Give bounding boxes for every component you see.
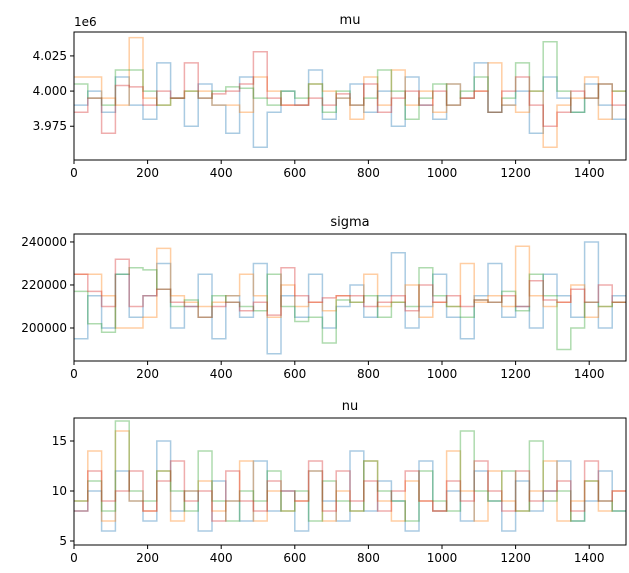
- subplot-title: mu: [340, 13, 361, 28]
- y-tick-label: 5: [59, 534, 67, 548]
- x-tick-label: 1200: [500, 551, 531, 565]
- x-tick-label: 1000: [427, 166, 458, 180]
- x-tick-label: 0: [70, 367, 78, 381]
- trace-line-chain-1: [74, 245, 626, 329]
- x-tick-label: 400: [210, 551, 233, 565]
- trace-line-chain-3: [74, 258, 626, 318]
- x-tick-label: 0: [70, 166, 78, 180]
- trace-line-chain-0: [74, 62, 626, 149]
- x-tick-label: 800: [357, 367, 380, 381]
- x-tick-label: 400: [210, 166, 233, 180]
- x-tick-label: 600: [283, 166, 306, 180]
- x-tick-label: 1200: [500, 166, 531, 180]
- subplot-title: sigma: [330, 215, 369, 230]
- x-tick-label: 600: [283, 551, 306, 565]
- subplot-nu: 0 200 400 600 800 1000 1200 1400 5 10 15 nu: [52, 399, 627, 565]
- trace-line-chain-0: [74, 440, 626, 532]
- trace-line-chain-1: [74, 430, 626, 522]
- trace-line-chain-2: [74, 420, 626, 522]
- x-tick-label: 1000: [427, 367, 458, 381]
- x-tick-label: 600: [283, 367, 306, 381]
- y-tick-label: 200000: [21, 321, 67, 335]
- x-tick-label: 200: [136, 166, 159, 180]
- x-tick-label: 1400: [574, 551, 605, 565]
- y-tick-label: 15: [52, 434, 67, 448]
- trace-line-chain-3: [74, 460, 626, 522]
- y-tick-label: 240000: [21, 235, 67, 249]
- x-tick-label: 800: [357, 551, 380, 565]
- y-tick-label: 4.000: [33, 84, 67, 98]
- x-tick-label: 1200: [500, 367, 531, 381]
- axes-frame: [73, 233, 627, 362]
- x-tick-label: 400: [210, 367, 233, 381]
- x-tick-label: 200: [136, 367, 159, 381]
- x-tick-label: 1400: [574, 367, 605, 381]
- x-tick-label: 1400: [574, 166, 605, 180]
- y-tick-label: 10: [52, 484, 67, 498]
- x-tick-label: 800: [357, 166, 380, 180]
- trace-line-chain-1: [74, 36, 626, 149]
- y-tick-label: 4.025: [33, 49, 67, 63]
- x-tick-label: 200: [136, 551, 159, 565]
- y-tick-label: 3.975: [33, 119, 67, 133]
- subplot-mu: 0 200 400 600 800 1000 1200 1400 3.975 4.000 4.025…: [33, 13, 627, 180]
- axes-frame: [73, 417, 627, 546]
- x-tick-label: 0: [70, 551, 78, 565]
- y-offset-label: 1e6: [74, 15, 97, 29]
- subplot-sigma: 0 200 400 600 800 1000 1200 1400 200000 220000 240…: [21, 215, 627, 381]
- trace-line-chain-3: [74, 50, 626, 135]
- axes-frame: [73, 31, 627, 161]
- trace-line-chain-2: [74, 41, 626, 120]
- trace-line-chain-2: [74, 267, 626, 351]
- y-tick-label: 220000: [21, 278, 67, 292]
- trace-line-chain-0: [74, 241, 626, 355]
- subplot-title: nu: [342, 399, 358, 414]
- x-tick-label: 1000: [427, 551, 458, 565]
